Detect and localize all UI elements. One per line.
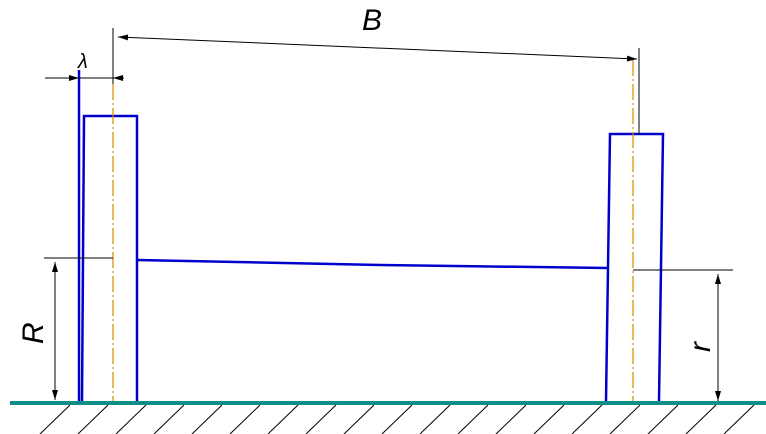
- hatch-stroke: [305, 404, 337, 434]
- dimension-track-width: [112, 28, 640, 134]
- ground-hatching: [39, 404, 755, 434]
- dimension-left-radius: [44, 257, 113, 400]
- hatch-stroke: [419, 404, 451, 434]
- right-radius-label: r: [684, 341, 717, 352]
- hatch-stroke: [229, 404, 261, 434]
- hatch-stroke: [609, 404, 641, 434]
- hatch-stroke: [343, 404, 375, 434]
- hatch-stroke: [533, 404, 565, 434]
- hatch-stroke: [153, 404, 185, 434]
- hatch-stroke: [39, 404, 71, 434]
- right-wheel: [604, 132, 665, 402]
- dimension-right-radius: [633, 269, 733, 401]
- axle-line: [136, 258, 609, 270]
- hatch-stroke: [77, 404, 109, 434]
- hatch-stroke: [191, 404, 223, 434]
- hatch-stroke: [115, 404, 147, 434]
- hatch-stroke: [685, 404, 717, 434]
- hatch-stroke: [381, 404, 413, 434]
- left-wheel: [77, 70, 139, 402]
- hatch-stroke: [267, 404, 299, 434]
- hatch-stroke: [571, 404, 603, 434]
- hatch-stroke: [457, 404, 489, 434]
- hatch-stroke: [495, 404, 527, 434]
- track-width-label: B: [362, 4, 382, 37]
- hatch-stroke: [647, 404, 679, 434]
- left-radius-label: R: [17, 322, 50, 344]
- hatch-stroke: [723, 404, 755, 434]
- wheel-offset-label: λ: [77, 51, 88, 73]
